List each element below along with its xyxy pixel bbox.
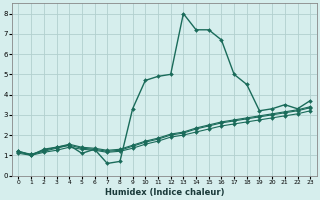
X-axis label: Humidex (Indice chaleur): Humidex (Indice chaleur) <box>105 188 224 197</box>
